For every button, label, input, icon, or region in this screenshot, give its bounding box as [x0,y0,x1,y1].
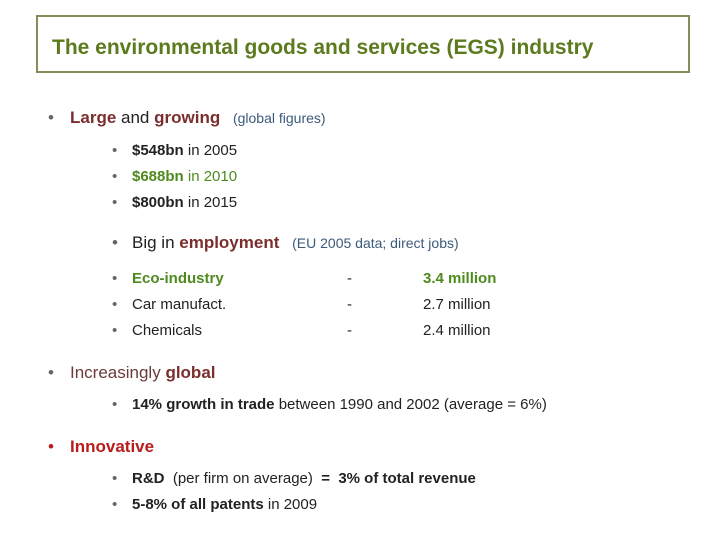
bullet-icon: • [48,437,54,456]
job-row-chem: • Chemicals -2.4 million [112,322,491,339]
bullet-icon: • [112,194,118,211]
bullet-large-growing: • Large and growing (global figures) [48,108,326,127]
bullet-icon: • [48,108,54,127]
bullet-global: • Increasingly global [48,363,216,382]
bullet-icon: • [112,233,118,252]
bullet-icon: • [112,496,118,513]
bullet-icon: • [112,396,118,413]
bullet-innovative: • Innovative [48,437,155,456]
slide-title: The environmental goods and services (EG… [52,36,594,59]
bullet-patents: • 5-8% of all patents in 2009 [112,496,318,513]
bullet-icon: • [112,470,118,487]
bullet-icon: • [112,142,118,159]
title-box [36,15,690,73]
bullet-2015: • $800bn in 2015 [112,194,238,211]
bullet-icon: • [48,363,54,382]
bullet-2010: • $688bn in 2010 [112,168,238,185]
bullet-employment: • Big in employment (EU 2005 data; direct… [112,233,459,252]
bullet-icon: • [112,296,118,313]
job-row-car: • Car manufact. -2.7 million [112,296,491,313]
bullet-icon: • [112,168,118,185]
bullet-rd: • R&D (per firm on average) = 3% of total… [112,470,476,487]
job-row-eco: • Eco-industry -3.4 million [112,270,497,287]
bullet-2005: • $548bn in 2005 [112,142,238,159]
bullet-icon: • [112,270,118,287]
bullet-icon: • [112,322,118,339]
bullet-trade: • 14% growth in trade between 1990 and 20… [112,396,547,413]
